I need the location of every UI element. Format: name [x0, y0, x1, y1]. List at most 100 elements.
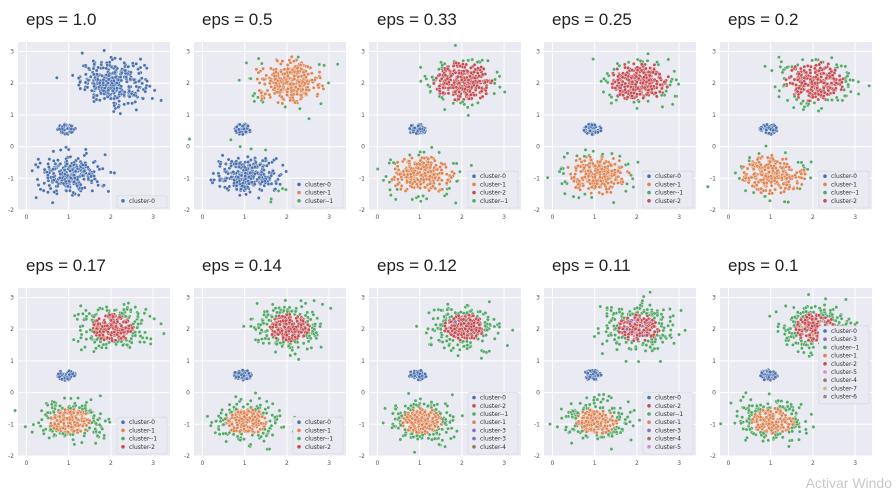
scatter-point — [477, 74, 480, 77]
scatter-point — [663, 80, 666, 83]
scatter-point — [770, 69, 773, 72]
scatter-point — [115, 81, 118, 84]
scatter-point — [840, 88, 843, 91]
x-tick-label: 1 — [243, 460, 247, 467]
scatter-point — [289, 83, 292, 86]
scatter-point — [441, 340, 444, 343]
scatter-point — [134, 334, 137, 337]
scatter-point — [114, 65, 117, 68]
scatter-point — [818, 63, 821, 66]
scatter-point — [465, 93, 468, 96]
scatter-point — [794, 65, 797, 68]
scatter-point — [792, 106, 795, 109]
scatter-point — [659, 76, 662, 79]
scatter-point — [242, 325, 245, 328]
scatter-point — [119, 75, 122, 78]
scatter-point — [293, 340, 296, 343]
scatter-point — [399, 188, 402, 191]
scatter-point — [800, 176, 803, 179]
x-tick-label: 3 — [327, 460, 331, 467]
scatter-point — [660, 93, 663, 96]
scatter-point — [248, 129, 251, 132]
scatter-point — [471, 103, 474, 106]
scatter-point — [113, 171, 116, 174]
legend-label: cluster-2 — [305, 444, 331, 451]
scatter-point — [52, 167, 55, 170]
scatter-point — [462, 59, 465, 62]
scatter-point — [49, 416, 52, 419]
scatter-point — [229, 138, 232, 141]
scatter-point — [603, 162, 606, 165]
scatter-point — [759, 187, 762, 190]
scatter-point — [273, 415, 276, 418]
scatter-point — [125, 321, 128, 324]
scatter-point — [423, 186, 426, 189]
scatter-point — [457, 90, 460, 93]
scatter-point — [67, 424, 70, 427]
scatter-point — [98, 334, 101, 337]
scatter-point — [249, 171, 252, 174]
y-tick-label: 0 — [536, 144, 540, 151]
scatter-point — [118, 315, 121, 318]
scatter-point — [106, 331, 109, 334]
scatter-point — [281, 102, 284, 105]
scatter-point — [454, 201, 457, 204]
scatter-point — [295, 317, 298, 320]
scatter-point — [258, 410, 261, 413]
scatter-point — [141, 97, 144, 100]
scatter-point — [107, 89, 110, 92]
scatter-point — [242, 411, 245, 414]
scatter-point — [609, 164, 612, 167]
scatter-point — [441, 63, 444, 66]
scatter-point — [77, 76, 80, 79]
scatter-point — [319, 102, 322, 105]
y-tick-label: -1 — [8, 421, 14, 428]
scatter-point — [290, 348, 293, 351]
scatter-point — [268, 447, 271, 450]
scatter-point — [249, 77, 252, 80]
scatter-point — [279, 88, 282, 91]
scatter-point — [313, 322, 316, 325]
scatter-point — [422, 150, 425, 153]
legend-marker — [472, 183, 476, 187]
scatter-point — [625, 182, 628, 185]
scatter-point — [660, 87, 663, 90]
scatter-point — [495, 70, 498, 73]
scatter-point — [655, 60, 658, 63]
scatter-point — [583, 166, 586, 169]
scatter-point — [738, 177, 741, 180]
scatter-point — [106, 95, 109, 98]
scatter-point — [84, 309, 87, 312]
scatter-point — [437, 176, 440, 179]
scatter-point — [84, 428, 87, 431]
scatter-point — [66, 430, 69, 433]
scatter-point — [113, 104, 116, 107]
scatter-point — [786, 65, 789, 68]
scatter-point — [69, 155, 72, 158]
scatter-point — [258, 397, 261, 400]
scatter-point — [229, 164, 232, 167]
scatter-point — [642, 75, 645, 78]
scatter-point — [58, 375, 61, 378]
scatter-point — [312, 86, 315, 89]
scatter-point — [135, 62, 138, 65]
scatter-point — [285, 80, 288, 83]
scatter-point — [628, 171, 631, 174]
scatter-point — [640, 69, 643, 72]
scatter-point — [582, 184, 585, 187]
scatter-point — [598, 160, 601, 163]
scatter-point — [832, 77, 835, 80]
scatter-point — [827, 62, 830, 65]
scatter-point — [315, 331, 318, 334]
scatter-point — [624, 82, 627, 85]
scatter-point — [52, 411, 55, 414]
y-tick-label: 1 — [361, 112, 365, 119]
legend-label: cluster-0 — [305, 419, 331, 426]
scatter-point — [257, 419, 260, 422]
scatter-point — [84, 73, 87, 76]
scatter-point — [53, 190, 56, 193]
scatter-point — [422, 178, 425, 181]
